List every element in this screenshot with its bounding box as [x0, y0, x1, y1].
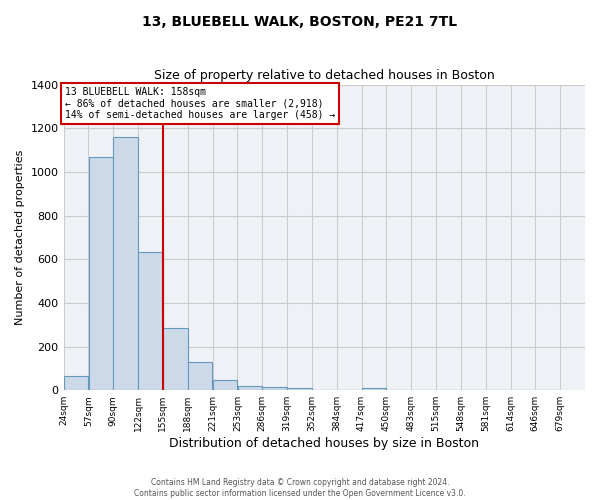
- Bar: [64, 376, 88, 390]
- Bar: [287, 388, 311, 390]
- Bar: [163, 328, 188, 390]
- Bar: [113, 137, 138, 390]
- Title: Size of property relative to detached houses in Boston: Size of property relative to detached ho…: [154, 69, 494, 82]
- Bar: [138, 252, 163, 390]
- Bar: [262, 387, 287, 390]
- Bar: [362, 388, 386, 390]
- Bar: [238, 386, 262, 390]
- Text: 13 BLUEBELL WALK: 158sqm
← 86% of detached houses are smaller (2,918)
14% of sem: 13 BLUEBELL WALK: 158sqm ← 86% of detach…: [65, 86, 335, 120]
- Y-axis label: Number of detached properties: Number of detached properties: [15, 150, 25, 325]
- Text: 13, BLUEBELL WALK, BOSTON, PE21 7TL: 13, BLUEBELL WALK, BOSTON, PE21 7TL: [142, 15, 458, 29]
- Bar: [213, 380, 237, 390]
- Text: Contains HM Land Registry data © Crown copyright and database right 2024.
Contai: Contains HM Land Registry data © Crown c…: [134, 478, 466, 498]
- X-axis label: Distribution of detached houses by size in Boston: Distribution of detached houses by size …: [169, 437, 479, 450]
- Bar: [188, 362, 212, 390]
- Bar: [89, 157, 113, 390]
